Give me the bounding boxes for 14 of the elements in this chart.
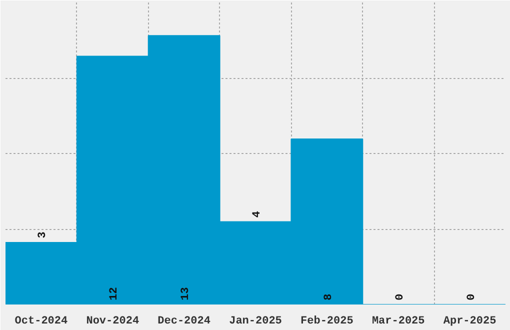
data-label: 0	[466, 294, 478, 300]
x-tick-label: Jan-2025	[229, 316, 282, 328]
x-tick-label: Apr-2025	[443, 316, 497, 328]
data-label: 13	[180, 286, 192, 300]
x-tick-label: Nov-2024	[86, 316, 140, 328]
x-tick-label: Mar-2025	[372, 316, 426, 328]
data-label: 3	[37, 231, 50, 238]
data-label: 8	[322, 293, 335, 300]
data-label: 12	[108, 287, 121, 300]
x-tick-label: Feb-2025	[300, 316, 354, 328]
data-label: 0	[394, 294, 406, 300]
x-tick-label: Oct-2024	[14, 316, 68, 328]
data-label: 4	[252, 210, 264, 218]
x-tick-label: Dec-2024	[158, 316, 211, 328]
